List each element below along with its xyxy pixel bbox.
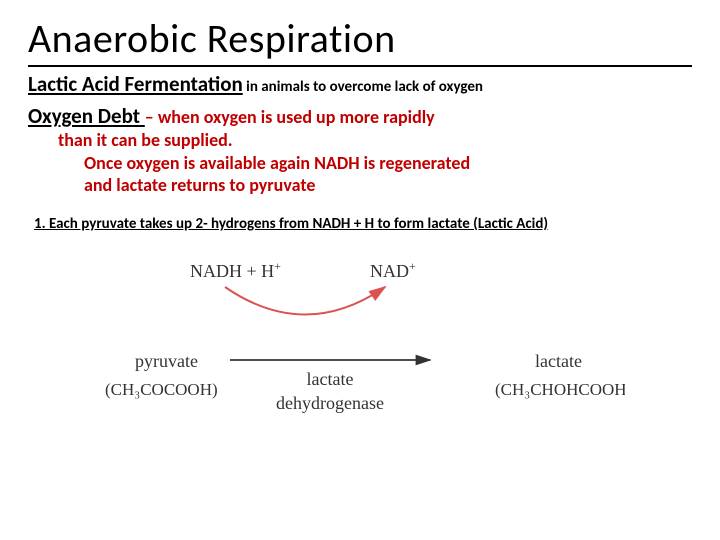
oxygen-debt-tail: – when oxygen is used up more rapidly — [145, 106, 435, 128]
nad-label: NAD+ — [370, 259, 416, 281]
oxygen-debt-heading: Oxygen Debt — [28, 103, 145, 129]
oxygen-debt-line3: Once oxygen is available again NADH is r… — [84, 152, 692, 175]
lactic-tail: in animals to overcome lack of oxygen — [243, 78, 483, 96]
formula-right: (CH₃CHOHCOOH) — [495, 380, 625, 399]
oxygen-debt-row: Oxygen Debt – when oxygen is used up mor… — [28, 103, 692, 129]
pyruvate-label: pyruvate — [135, 351, 198, 371]
formula-left: (CH₃COCOOH) — [105, 380, 218, 399]
enzyme-line2: dehydrogenase — [276, 393, 384, 413]
enzyme-line1: lactate — [307, 369, 354, 389]
slide-title: Anaerobic Respiration — [28, 14, 692, 67]
lactic-heading: Lactic Acid Fermentation — [28, 71, 243, 97]
oxygen-debt-line2: than it can be supplied. — [58, 129, 692, 152]
nadh-label: NADH + H+ — [190, 259, 281, 281]
point-1: 1. Each pyruvate takes up 2- hydrogens f… — [34, 215, 692, 233]
lactic-row: Lactic Acid Fermentation in animals to o… — [28, 71, 692, 97]
oxygen-debt-line4: and lactate returns to pyruvate — [84, 174, 692, 197]
reaction-diagram: NADH + H+ NAD+ pyruvate lactate lactate … — [95, 257, 625, 437]
curved-arrow — [225, 287, 385, 315]
lactate-label: lactate — [535, 351, 582, 371]
